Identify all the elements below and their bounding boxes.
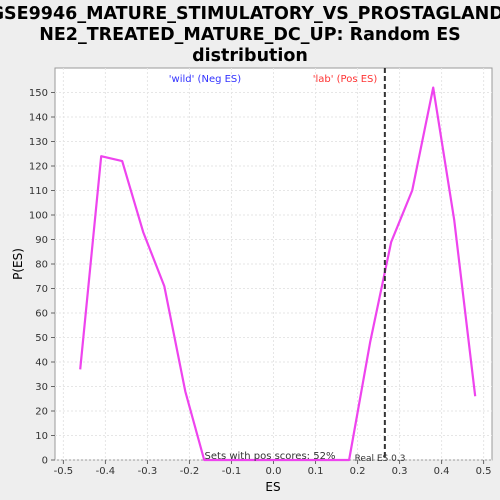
chart-title-line-2: NE2_TREATED_MATURE_DC_UP: Random ES xyxy=(39,25,461,45)
x-tick-label: -0.4 xyxy=(96,466,116,477)
x-tick-label: 0.5 xyxy=(476,466,492,477)
ticks-layer: 0 10 20 30 40 50 60 70 80 90 100 110 120 130 140 150 -0.… xyxy=(29,88,492,477)
x-tick-label: -0.5 xyxy=(54,466,74,477)
x-tick-label: 0.2 xyxy=(350,466,366,477)
series-layer xyxy=(79,86,477,462)
x-tick-label: 0.0 xyxy=(266,466,282,477)
y-tick-label: 70 xyxy=(35,284,48,295)
chart-title-line-3: distribution xyxy=(192,46,308,66)
y-tick-label: 110 xyxy=(29,186,48,197)
y-tick-label: 60 xyxy=(35,309,48,320)
legend-neg-label: 'wild' (Neg ES) xyxy=(169,74,241,85)
y-tick-label: 50 xyxy=(35,333,48,344)
y-tick-label: 30 xyxy=(35,382,48,393)
es-distribution-line xyxy=(79,86,477,462)
y-tick-label: 20 xyxy=(35,407,48,418)
y-tick-label: 80 xyxy=(35,260,48,271)
grid-layer xyxy=(55,68,492,461)
legend-pos-label: 'lab' (Pos ES) xyxy=(313,74,378,85)
x-tick-label: 0.4 xyxy=(434,466,450,477)
y-tick-label: 140 xyxy=(29,113,48,124)
x-tick-label: -0.1 xyxy=(222,466,242,477)
y-tick-label: 130 xyxy=(29,137,48,148)
real-es-annotation: Real ES 0.3 xyxy=(355,454,406,464)
x-tick-label: -0.3 xyxy=(138,466,158,477)
x-tick-label: -0.2 xyxy=(180,466,200,477)
pos-scores-annotation: Sets with pos scores: 52% xyxy=(205,451,336,462)
x-axis-label: ES xyxy=(265,480,280,494)
y-tick-label: 100 xyxy=(29,211,48,222)
y-tick-label: 150 xyxy=(29,88,48,99)
y-tick-label: 40 xyxy=(35,358,48,369)
chart-title-line-1: GSE9946_MATURE_STIMULATORY_VS_PROSTAGLAN… xyxy=(0,4,500,24)
x-tick-label: 0.1 xyxy=(308,466,324,477)
y-tick-label: 10 xyxy=(35,431,48,442)
y-tick-label: 0 xyxy=(42,456,48,467)
y-tick-label: 120 xyxy=(29,162,48,173)
y-tick-label: 90 xyxy=(35,235,48,246)
x-tick-label: 0.3 xyxy=(392,466,408,477)
y-axis-label: P(ES) xyxy=(11,248,25,280)
